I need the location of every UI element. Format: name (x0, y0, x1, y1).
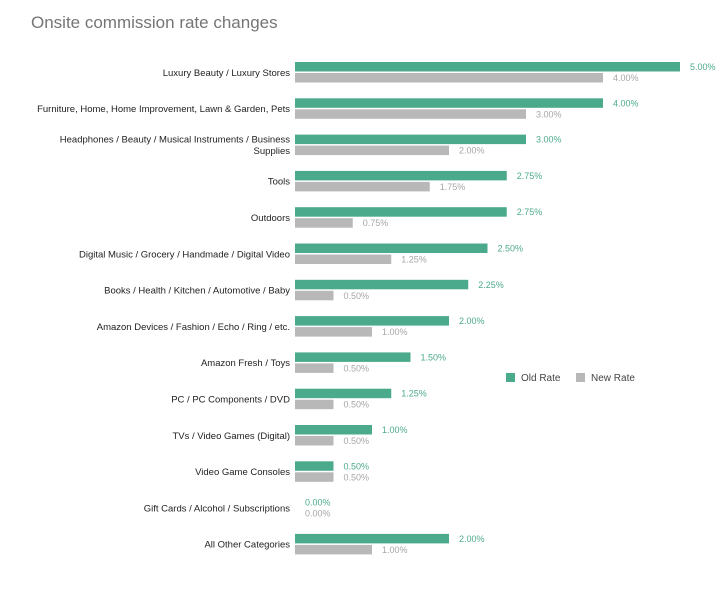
chart-title: Onsite commission rate changes (31, 13, 278, 32)
data-label-new-rate: 3.00% (536, 109, 562, 119)
data-label-old-rate: 2.75% (517, 207, 543, 217)
bar-new-rate (295, 327, 372, 337)
bar-new-rate (295, 399, 334, 410)
data-label-new-rate: 0.50% (344, 436, 370, 446)
data-label-new-rate: 1.00% (382, 545, 408, 555)
data-label-new-rate: 2.00% (459, 146, 485, 156)
bars-group (295, 62, 680, 555)
data-label-old-rate: 1.00% (382, 425, 408, 435)
data-label-new-rate: 0.50% (344, 472, 370, 482)
bar-old-rate (295, 425, 372, 435)
legend-swatch-new-rate (576, 373, 585, 382)
bar-new-rate (295, 73, 603, 83)
data-label-old-rate: 1.25% (401, 389, 427, 399)
category-label: Luxury Beauty / Luxury Stores (163, 68, 291, 79)
data-label-new-rate: 0.50% (344, 291, 370, 301)
category-label: Headphones / Beauty / Musical Instrument… (60, 135, 290, 146)
category-label: TVs / Video Games (Digital) (172, 431, 290, 442)
bar-old-rate (295, 207, 507, 217)
data-label-new-rate: 0.75% (363, 218, 389, 228)
data-label-old-rate: 2.50% (498, 244, 524, 254)
bar-old-rate (295, 316, 449, 326)
bar-new-rate (295, 218, 353, 228)
data-label-old-rate: 2.75% (517, 171, 543, 181)
bar-old-rate (295, 134, 526, 145)
data-label-old-rate: 2.25% (478, 280, 504, 290)
data-label-old-rate: 3.00% (536, 135, 562, 145)
data-label-new-rate: 1.00% (382, 327, 408, 337)
bar-old-rate (295, 533, 449, 544)
category-label: All Other Categories (204, 540, 290, 551)
category-label: Amazon Fresh / Toys (201, 358, 290, 369)
bar-old-rate (295, 352, 411, 362)
bar-new-rate (295, 145, 449, 156)
category-label: Books / Health / Kitchen / Automotive / … (104, 286, 290, 297)
bar-new-rate (295, 109, 526, 119)
bar-old-rate (295, 98, 603, 108)
labels-group: Luxury Beauty / Luxury Stores 5.00% 4.00% F… (37, 62, 715, 555)
bar-old-rate (295, 461, 334, 471)
data-label-old-rate: 0.50% (344, 461, 370, 471)
bar-old-rate (295, 279, 469, 290)
bar-new-rate (295, 363, 334, 373)
bar-new-rate (295, 290, 334, 301)
bar-old-rate (295, 62, 680, 72)
category-label: Gift Cards / Alcohol / Subscriptions (144, 503, 291, 514)
category-label: Digital Music / Grocery / Handmade / Dig… (79, 249, 290, 260)
data-label-old-rate: 5.00% (690, 62, 716, 72)
bar-old-rate (295, 388, 392, 399)
bar-new-rate (295, 181, 430, 192)
category-label: Tools (268, 177, 290, 188)
bar-old-rate (295, 170, 507, 181)
bar-new-rate (295, 472, 334, 482)
bar-old-rate (295, 243, 488, 253)
legend: Old Rate New Rate (506, 373, 635, 384)
category-label: Outdoors (251, 213, 290, 224)
bar-new-rate (295, 436, 334, 446)
data-label-new-rate: 0.50% (344, 363, 370, 373)
category-label: Furniture, Home, Home Improvement, Lawn … (37, 104, 290, 115)
data-label-old-rate: 2.00% (459, 316, 485, 326)
data-label-new-rate: 0.00% (305, 509, 331, 519)
category-label: PC / PC Components / DVD (171, 394, 290, 405)
legend-label-old-rate: Old Rate (521, 373, 561, 384)
data-label-old-rate: 2.00% (459, 534, 485, 544)
data-label-old-rate: 0.00% (305, 498, 331, 508)
bar-new-rate (295, 544, 372, 555)
data-label-new-rate: 1.25% (401, 255, 427, 265)
data-label-old-rate: 4.00% (613, 98, 639, 108)
data-label-new-rate: 1.75% (440, 182, 466, 192)
bar-new-rate (295, 254, 392, 264)
data-label-new-rate: 4.00% (613, 73, 639, 83)
category-label: Supplies (254, 146, 291, 157)
data-label-old-rate: 1.50% (421, 352, 447, 362)
legend-swatch-old-rate (506, 373, 515, 382)
category-label: Video Game Consoles (195, 467, 290, 478)
data-label-new-rate: 0.50% (344, 400, 370, 410)
legend-label-new-rate: New Rate (591, 373, 635, 384)
category-label: Amazon Devices / Fashion / Echo / Ring /… (97, 322, 290, 333)
